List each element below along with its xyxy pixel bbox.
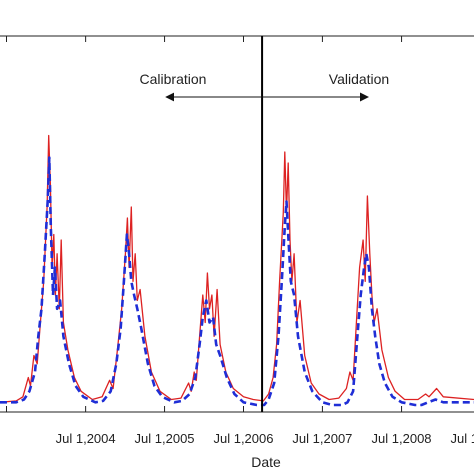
validation-label: Validation (329, 71, 389, 87)
x-tick-label: Jul 1,2005 (135, 431, 195, 446)
x-tick-label: Jul 1,2007 (292, 431, 352, 446)
calibration-label: Calibration (140, 71, 207, 87)
x-tick-label: Jul 1,2004 (56, 431, 116, 446)
x-tick-label: Jul 1,2009 (450, 431, 474, 446)
series-line-1 (0, 134, 474, 403)
plot-background (0, 36, 474, 412)
series-line-2 (0, 156, 474, 407)
series-layer (0, 134, 474, 407)
x-tick-label: Jul 1,2008 (372, 431, 432, 446)
x-tick-label: Jul 1,2006 (213, 431, 273, 446)
x-axis-ticks: Jul 1,2004 Jul 1,2005 Jul 1,2006 Jul 1,2007… (5, 36, 474, 446)
x-axis-label: Date (251, 454, 281, 470)
